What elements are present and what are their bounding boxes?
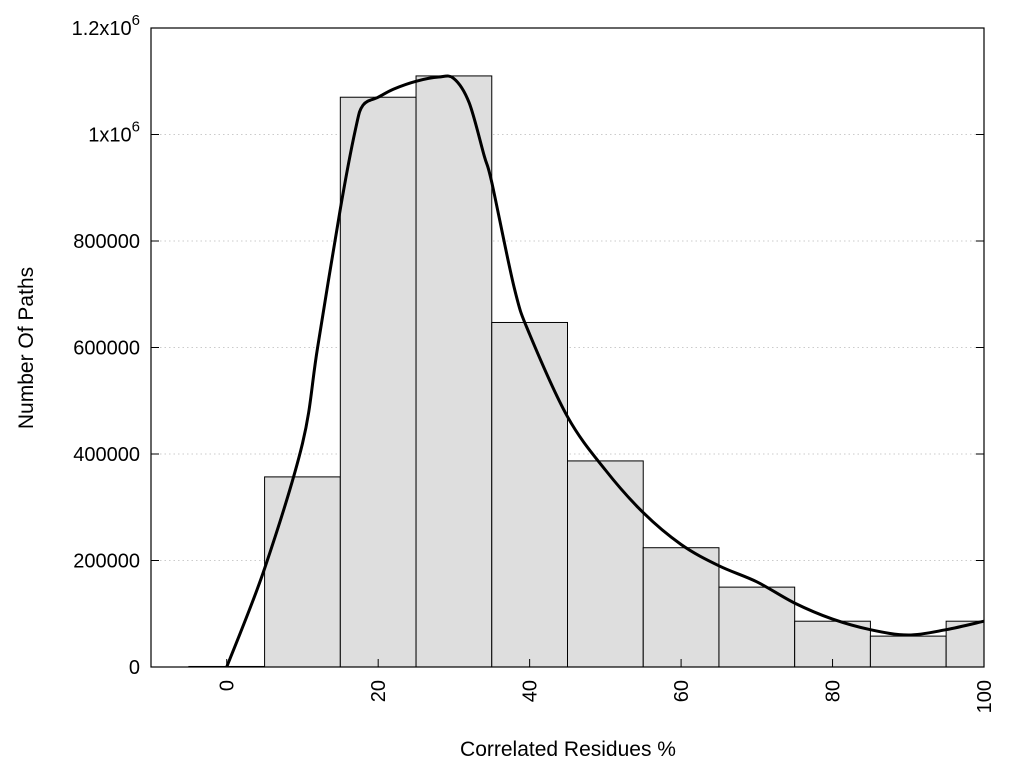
x-tick-label: 80 [823, 680, 845, 702]
histogram-bar [491, 321, 569, 668]
histogram-bar [415, 75, 493, 668]
histogram-bar [567, 460, 644, 668]
y-tick-label: 400000 [73, 444, 140, 466]
bars [188, 75, 985, 668]
y-axis-title: Number Of Paths [15, 267, 38, 429]
histogram-bar [642, 547, 720, 668]
x-tick-label: 0 [217, 680, 239, 691]
y-tick-label: 0 [129, 657, 140, 679]
histogram-bar [264, 476, 341, 668]
x-tick-label: 100 [974, 680, 996, 713]
density-curve [225, 74, 985, 668]
x-tick-label: 60 [671, 680, 693, 702]
x-tick-label: 40 [520, 680, 542, 702]
x-axis-ticks: 0 20 40 60 80 100 [217, 659, 996, 713]
y-tick-label: 1.2x106 [72, 12, 140, 40]
x-axis-title: Correlated Residues % [460, 738, 676, 761]
y-tick-label: 1x106 [88, 119, 140, 147]
y-axis-ticks: 0 200000 400000 600000 800000 1x106 1.2x106 [72, 12, 984, 679]
histogram-bar [869, 635, 947, 668]
grid-lines [151, 134, 984, 561]
histogram-bar [718, 586, 796, 668]
y-tick-label: 200000 [73, 551, 140, 573]
x-tick-label: 20 [368, 680, 390, 702]
y-tick-label: 800000 [73, 231, 140, 253]
y-tick-label: 600000 [73, 338, 140, 360]
histogram-bar [339, 96, 417, 668]
